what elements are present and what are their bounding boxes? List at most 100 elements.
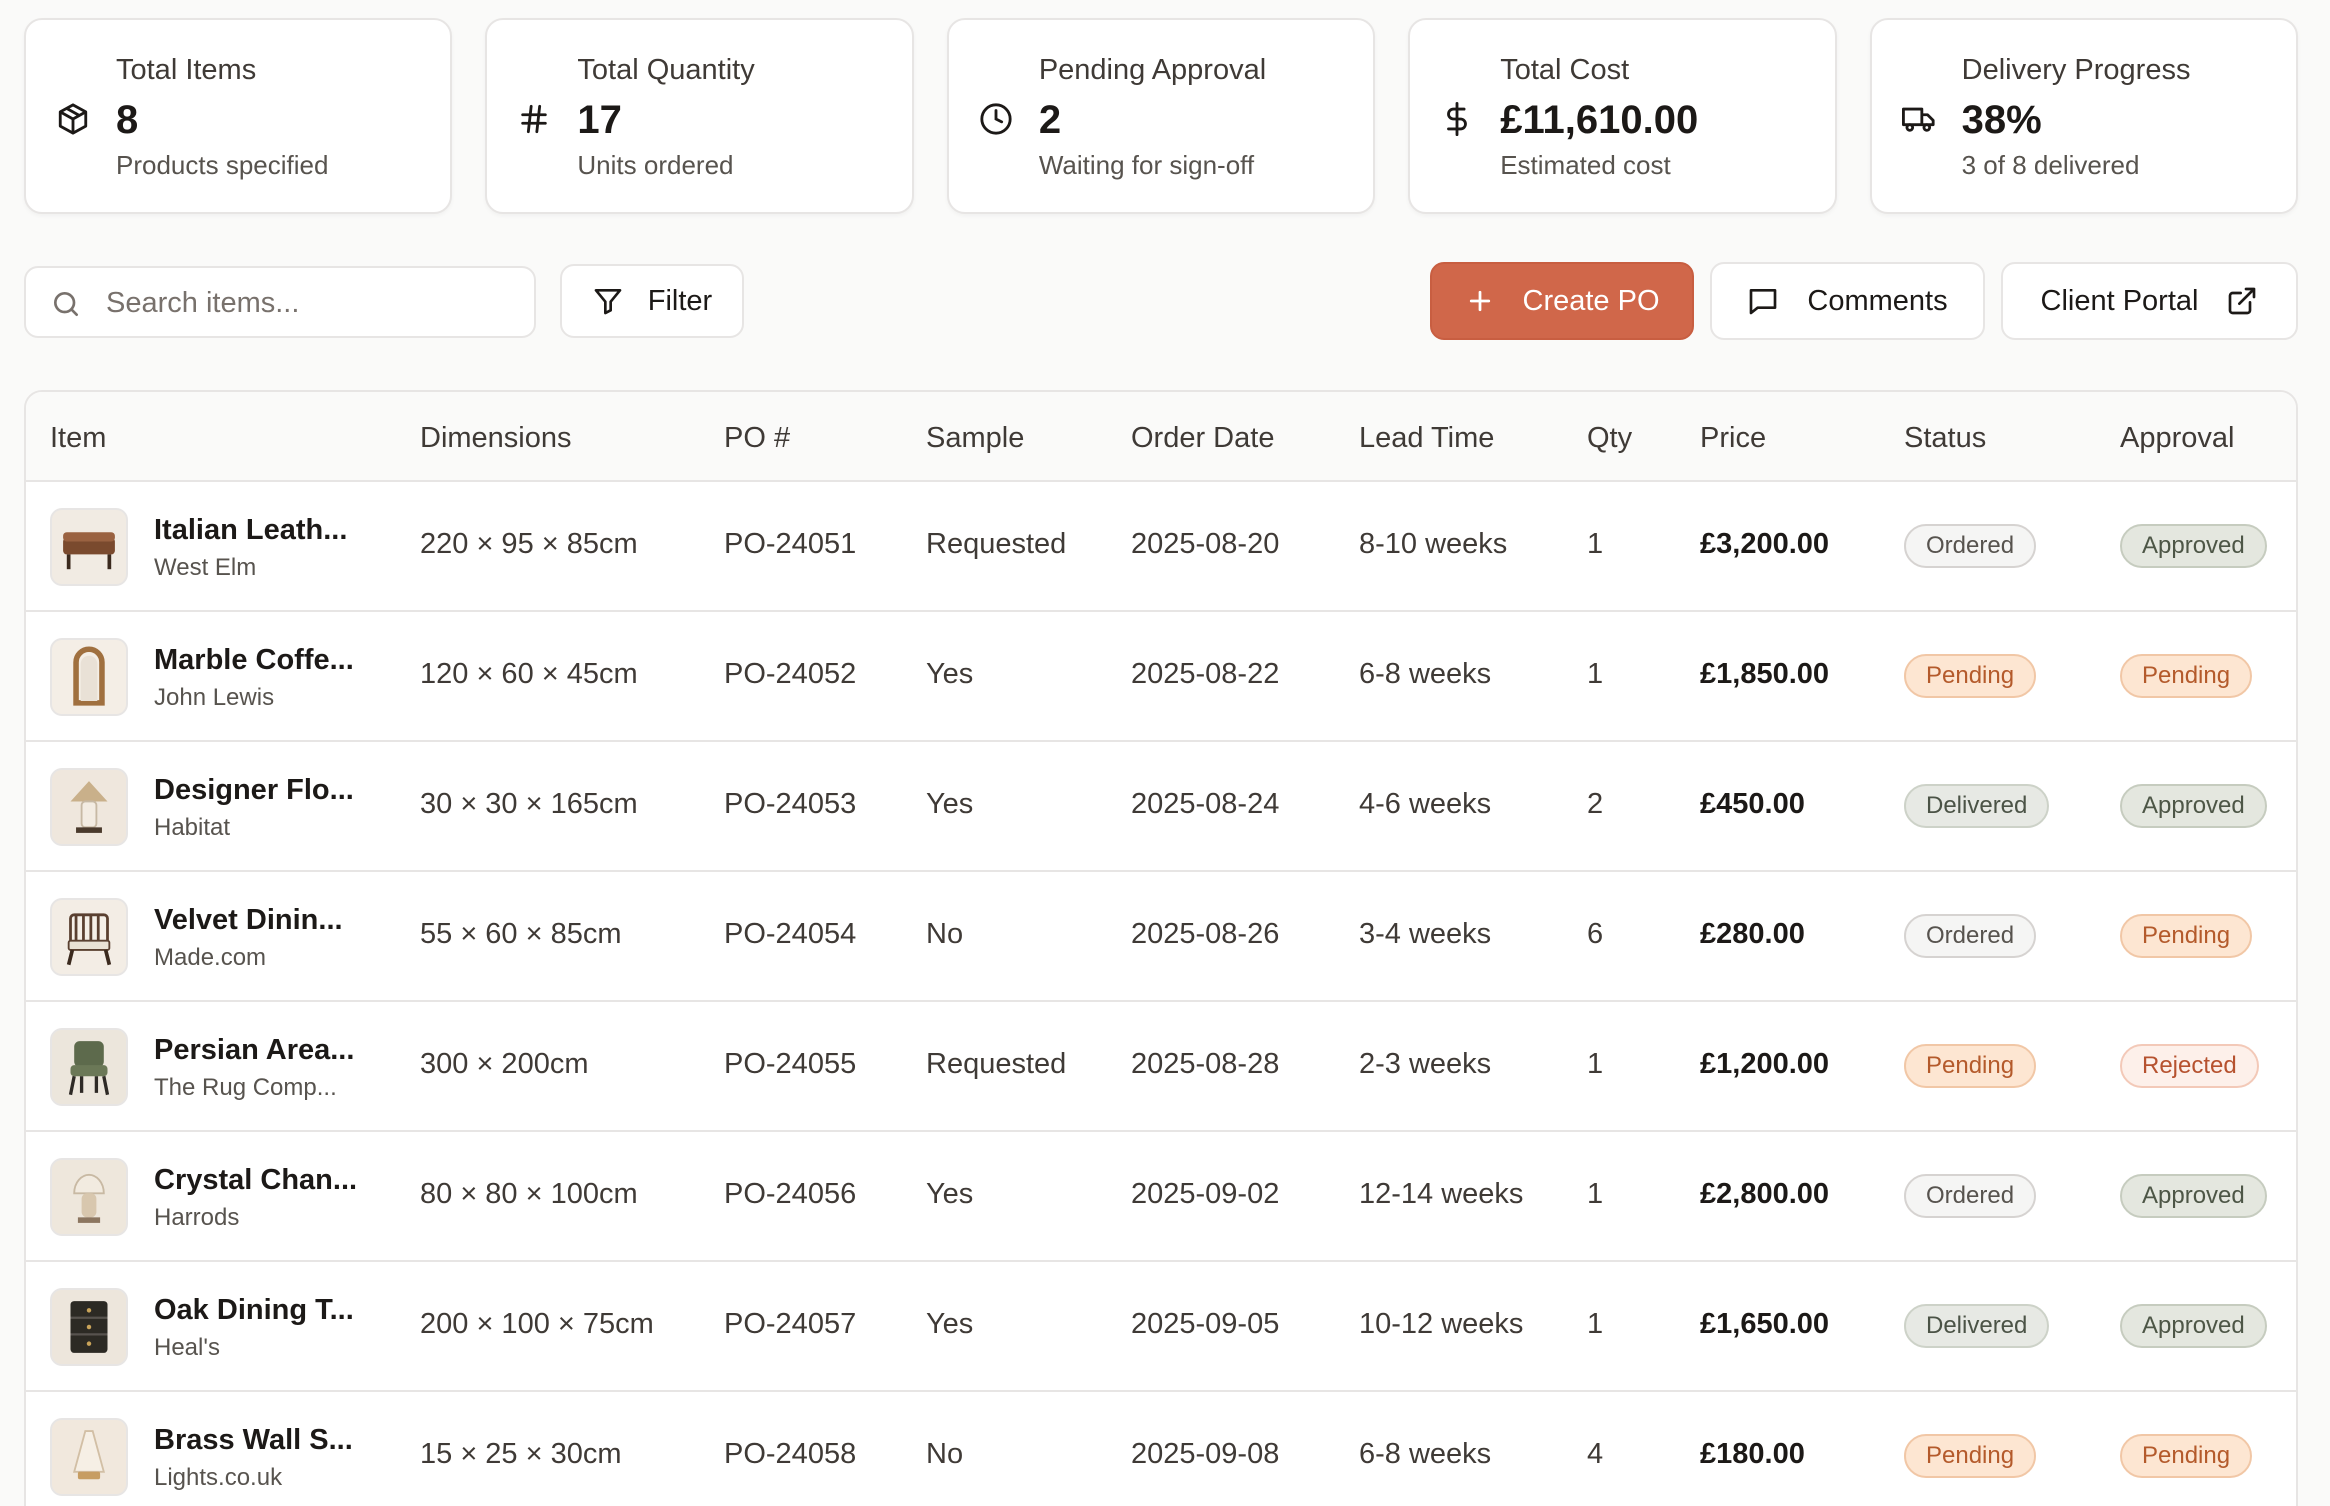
cell-qty: 1	[1587, 658, 1604, 690]
comments-button[interactable]: Comments	[1710, 262, 1985, 340]
header-po[interactable]: PO #	[724, 422, 791, 454]
cell-order-date: 2025-09-02	[1131, 1178, 1280, 1210]
cell-price: £1,200.00	[1700, 1048, 1830, 1080]
cell-sample: Yes	[926, 658, 974, 690]
cell-order-date: 2025-08-22	[1131, 658, 1280, 690]
cell-order-date: 2025-08-24	[1131, 788, 1280, 820]
status-badge: Pending	[1904, 1044, 2037, 1088]
search-icon	[50, 288, 82, 320]
product-thumbnail	[50, 768, 128, 846]
table-row[interactable]: Italian Leath... West Elm 220 × 95 × 85c…	[26, 482, 2296, 612]
external-link-icon	[2226, 285, 2258, 317]
cell-po: PO-24058	[724, 1438, 857, 1470]
stat-label: Pending Approval	[1038, 54, 1267, 86]
status-badge: Pending	[1904, 654, 2037, 698]
table-header: Item Dimensions PO # Sample Order Date L…	[26, 392, 2296, 482]
stat-subtext: Estimated cost	[1500, 150, 1671, 180]
hash-icon	[517, 102, 551, 136]
item-vendor: Heal's	[154, 1334, 220, 1361]
cell-price: £180.00	[1700, 1438, 1805, 1470]
cell-price: £1,650.00	[1700, 1308, 1830, 1340]
stat-subtext: Waiting for sign-off	[1038, 150, 1255, 180]
cell-dimensions: 80 × 80 × 100cm	[420, 1178, 638, 1210]
stat-subtext: 3 of 8 delivered	[1961, 150, 2140, 180]
approval-badge: Pending	[2120, 914, 2253, 958]
create-po-label: Create PO	[1522, 284, 1660, 317]
approval-badge: Rejected	[2120, 1044, 2259, 1088]
product-thumbnail	[50, 898, 128, 976]
cell-dimensions: 55 × 60 × 85cm	[420, 918, 622, 950]
clock-icon	[979, 102, 1013, 136]
header-qty[interactable]: Qty	[1587, 422, 1633, 454]
filter-button[interactable]: Filter	[560, 264, 744, 338]
create-po-button[interactable]: Create PO	[1430, 262, 1694, 340]
header-lead-time[interactable]: Lead Time	[1359, 422, 1495, 454]
product-thumbnail	[50, 1028, 128, 1106]
table-row[interactable]: Velvet Dinin... Made.com 55 × 60 × 85cm …	[26, 872, 2296, 1002]
product-thumbnail	[50, 508, 128, 586]
cell-sample: Yes	[926, 1308, 974, 1340]
header-dimensions[interactable]: Dimensions	[420, 422, 572, 454]
table-row[interactable]: Persian Area... The Rug Comp... 300 × 20…	[26, 1002, 2296, 1132]
cell-lead-time: 4-6 weeks	[1359, 788, 1492, 820]
table-row[interactable]: Designer Flo... Habitat 30 × 30 × 165cm …	[26, 742, 2296, 872]
approval-badge: Pending	[2120, 654, 2253, 698]
cell-price: £1,850.00	[1700, 658, 1830, 690]
cell-qty: 1	[1587, 1178, 1604, 1210]
item-name: Persian Area...	[154, 1034, 355, 1066]
stat-label: Delivery Progress	[1961, 54, 2191, 86]
cell-po: PO-24052	[724, 658, 857, 690]
filter-label: Filter	[647, 284, 713, 317]
item-vendor: Lights.co.uk	[154, 1464, 283, 1491]
status-badge: Ordered	[1904, 524, 2037, 568]
box-icon	[56, 102, 90, 136]
cell-order-date: 2025-09-05	[1131, 1308, 1280, 1340]
table-row[interactable]: Brass Wall S... Lights.co.uk 15 × 25 × 3…	[26, 1392, 2296, 1506]
cell-lead-time: 6-8 weeks	[1359, 1438, 1492, 1470]
item-name: Designer Flo...	[154, 774, 354, 806]
header-item[interactable]: Item	[50, 422, 107, 454]
client-portal-button[interactable]: Client Portal	[2001, 262, 2298, 340]
table-row[interactable]: Marble Coffe... John Lewis 120 × 60 × 45…	[26, 612, 2296, 742]
comments-label: Comments	[1807, 284, 1948, 317]
cell-price: £280.00	[1700, 918, 1805, 950]
stat-value: 17	[577, 98, 622, 142]
cell-po: PO-24053	[724, 788, 857, 820]
cell-po: PO-24056	[724, 1178, 857, 1210]
stat-label: Total Cost	[1500, 54, 1630, 86]
header-sample[interactable]: Sample	[926, 422, 1025, 454]
cell-qty: 6	[1587, 918, 1604, 950]
cell-sample: No	[926, 1438, 964, 1470]
cell-price: £3,200.00	[1700, 528, 1830, 560]
search-input[interactable]	[106, 278, 516, 328]
cell-price: £450.00	[1700, 788, 1805, 820]
header-price[interactable]: Price	[1700, 422, 1767, 454]
item-name: Italian Leath...	[154, 514, 348, 546]
cell-po: PO-24051	[724, 528, 857, 560]
approval-badge: Approved	[2120, 1174, 2267, 1218]
approval-badge: Approved	[2120, 524, 2267, 568]
table-row[interactable]: Oak Dining T... Heal's 200 × 100 × 75cm …	[26, 1262, 2296, 1392]
header-approval[interactable]: Approval	[2120, 422, 2235, 454]
product-thumbnail	[50, 1158, 128, 1236]
header-order-date[interactable]: Order Date	[1131, 422, 1275, 454]
cell-order-date: 2025-08-28	[1131, 1048, 1280, 1080]
header-status[interactable]: Status	[1904, 422, 1987, 454]
product-thumbnail	[50, 1288, 128, 1366]
plus-icon	[1465, 286, 1495, 316]
stat-value: £11,610.00	[1500, 98, 1699, 142]
client-portal-label: Client Portal	[2040, 284, 2199, 317]
cell-po: PO-24057	[724, 1308, 857, 1340]
stat-subtext: Units ordered	[577, 150, 734, 180]
cell-dimensions: 30 × 30 × 165cm	[420, 788, 638, 820]
dollar-icon	[1440, 102, 1474, 136]
stat-value: 38%	[1961, 98, 2042, 142]
item-name: Brass Wall S...	[154, 1424, 353, 1456]
cell-price: £2,800.00	[1700, 1178, 1830, 1210]
cell-lead-time: 8-10 weeks	[1359, 528, 1508, 560]
cell-qty: 1	[1587, 528, 1604, 560]
cell-qty: 4	[1587, 1438, 1604, 1470]
table-row[interactable]: Crystal Chan... Harrods 80 × 80 × 100cm …	[26, 1132, 2296, 1262]
cell-lead-time: 6-8 weeks	[1359, 658, 1492, 690]
